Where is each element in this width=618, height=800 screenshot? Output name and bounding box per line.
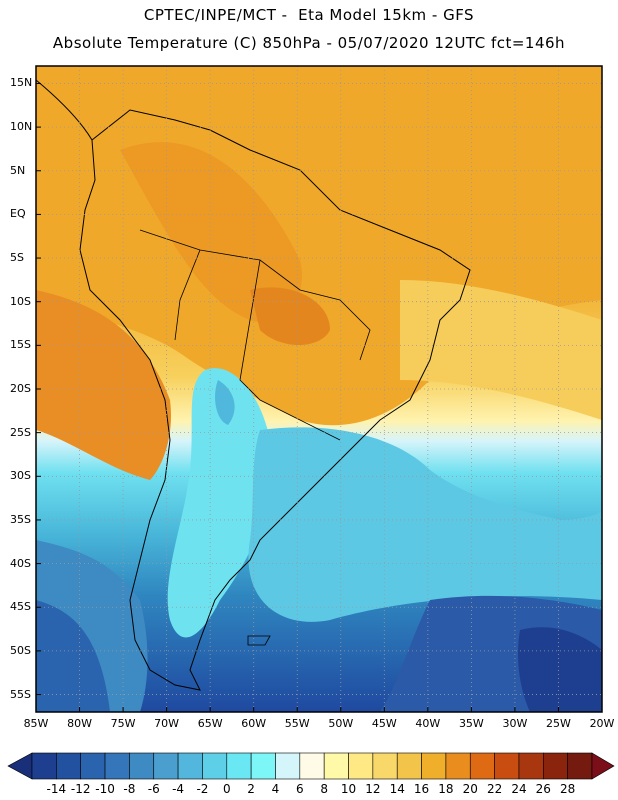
graticule xyxy=(35,66,603,712)
map-frame xyxy=(35,65,603,713)
lon-tick-label: 25W xyxy=(546,717,571,730)
colorbar-underflow-arrow xyxy=(7,752,33,780)
colorbar-label: 6 xyxy=(296,782,304,796)
coldest-region xyxy=(518,627,602,712)
lat-tick-label: 20S xyxy=(10,382,31,395)
colorbar-label: 16 xyxy=(413,782,430,796)
colorbar-label: -6 xyxy=(147,782,160,796)
colorbar xyxy=(7,752,615,780)
colorbar-label: 20 xyxy=(462,782,478,796)
amazon-warm-region xyxy=(120,142,302,322)
lat-tick-label: EQ xyxy=(10,207,26,221)
colorbar-swatch xyxy=(421,752,447,780)
atlantic-mild-region xyxy=(400,280,602,420)
colorbar-label: 14 xyxy=(389,782,405,796)
lat-tick-label: 50S xyxy=(10,643,31,657)
lat-tick-label: 5N xyxy=(10,163,26,177)
colorbar-swatch xyxy=(543,752,568,780)
central-america-coastline xyxy=(36,79,93,141)
lon-tick-label: 85W xyxy=(23,717,49,730)
colorbar-label: 12 xyxy=(365,782,381,796)
colorbar-swatch xyxy=(323,752,349,780)
central-warm-region xyxy=(250,287,330,345)
colorbar-swatch xyxy=(567,752,593,780)
falklands-islands xyxy=(247,635,271,646)
colorbar-swatch xyxy=(202,752,228,780)
colorbar-swatch xyxy=(129,752,155,780)
colorbar-label: -10 xyxy=(95,782,115,796)
lat-tick-label: 35S xyxy=(10,512,31,526)
country-borders xyxy=(139,229,371,441)
lon-tick-label: 80W xyxy=(67,717,92,730)
colorbar-swatch xyxy=(494,752,520,780)
colorbar-swatch xyxy=(348,752,374,780)
colorbar-swatch xyxy=(299,752,325,780)
colorbar-label: -2 xyxy=(196,782,209,796)
colorbar-label: 2 xyxy=(247,782,255,796)
colorbar-overflow-arrow xyxy=(591,752,615,780)
colorbar-label: 8 xyxy=(320,782,328,796)
lon-tick-label: 70W xyxy=(154,717,180,730)
colorbar-swatch xyxy=(80,752,106,780)
colorbar-swatch xyxy=(56,752,81,780)
lat-tick-label: 45S xyxy=(10,600,31,614)
colorbar-swatch xyxy=(250,752,276,780)
map-field xyxy=(36,66,602,712)
colorbar-label: 0 xyxy=(222,782,231,796)
colorbar-label: -8 xyxy=(123,782,136,796)
colorbar-label: -4 xyxy=(172,782,185,796)
lon-tick-label: 35W xyxy=(458,717,484,730)
colorbar-swatch xyxy=(372,752,398,780)
lon-tick-label: 30W xyxy=(502,717,528,730)
lat-tick-label: 5S xyxy=(10,251,24,265)
colorbar-label: -14 xyxy=(46,782,67,796)
lat-tick-label: 25S xyxy=(10,425,31,439)
colorbar-swatch xyxy=(104,752,130,780)
lon-tick-label: 65W xyxy=(197,717,223,730)
colorbar-label: 4 xyxy=(271,782,280,796)
lon-tick-label: 45W xyxy=(371,717,397,730)
lat-tick-label: 10N xyxy=(10,120,33,134)
lon-tick-label: 75W xyxy=(110,717,136,730)
chart-title-line1: CPTEC/INPE/MCT - Eta Model 15km - GFS xyxy=(143,6,475,24)
pacific-warm-region xyxy=(36,290,171,480)
colorbar-label: 28 xyxy=(560,782,576,796)
colorbar-swatch xyxy=(445,752,471,780)
lon-tick-label: 50W xyxy=(328,717,354,730)
colorbar-swatch xyxy=(275,752,301,780)
lat-tick-label: 15N xyxy=(10,76,33,90)
colorbar-swatch xyxy=(153,752,179,780)
lon-tick-label: 40W xyxy=(415,717,441,730)
colorbar-label: 24 xyxy=(511,782,527,796)
colorbar-swatch xyxy=(226,752,252,780)
colorbar-swatch xyxy=(518,752,544,780)
lon-tick-label: 60W xyxy=(241,717,267,730)
cold-core-region xyxy=(215,380,235,425)
colorbar-swatch xyxy=(396,752,422,780)
lat-tick-label: 40S xyxy=(10,556,31,570)
colorbar-swatch xyxy=(177,752,203,780)
colorbar-swatch xyxy=(469,752,495,780)
lon-tick-label: 55W xyxy=(284,717,310,730)
cold-intrusion-region xyxy=(167,368,272,638)
far-southwest-cold-region xyxy=(36,600,110,712)
colorbar-label: 22 xyxy=(486,782,503,796)
lon-tick-label: 20W xyxy=(589,717,615,730)
colorbar-label: 26 xyxy=(535,782,551,796)
lat-tick-label: 10S xyxy=(10,294,31,308)
south-america-coastline xyxy=(79,109,471,691)
colorbar-label: 18 xyxy=(438,782,454,796)
lat-tick-label: 55S xyxy=(10,687,31,701)
lat-tick-label: 15S xyxy=(10,338,31,352)
colorbar-label: 10 xyxy=(340,782,357,796)
chart-title-line2: Absolute Temperature (C) 850hPa - 05/07/… xyxy=(52,34,566,52)
colorbar-label: -12 xyxy=(70,782,91,796)
lat-tick-label: 30S xyxy=(10,469,31,483)
colorbar-swatch xyxy=(31,752,57,780)
